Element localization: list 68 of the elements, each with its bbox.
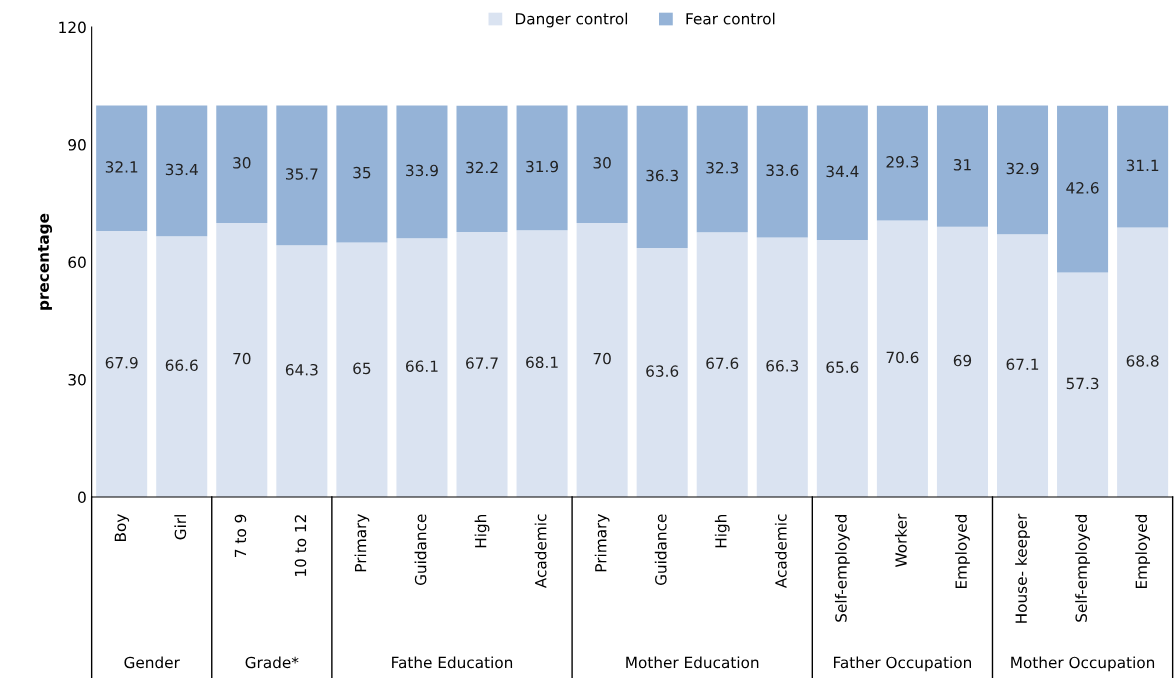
data-label: 67.9 xyxy=(105,356,138,369)
data-label: 64.3 xyxy=(285,363,318,376)
data-label: 30 xyxy=(593,157,611,169)
text: Father Occupation xyxy=(834,656,971,672)
x-tick-label: Worker xyxy=(895,513,907,567)
y-tick-label: 90 xyxy=(68,139,86,151)
x-tick-label: Girl xyxy=(174,515,187,540)
data-label: 31.9 xyxy=(526,160,558,173)
x-tick-label: Self-employed xyxy=(1075,515,1090,622)
x-tick-label: Academic xyxy=(534,514,547,589)
data-label: 66.3 xyxy=(766,360,799,372)
data-label: 30 xyxy=(233,157,251,169)
data-label: 70.6 xyxy=(886,351,919,364)
legend-label: Danger control xyxy=(515,12,628,28)
data-label: 29.3 xyxy=(886,156,919,168)
data-label: 33.6 xyxy=(766,164,799,177)
data-label: 70 xyxy=(593,352,611,365)
y-axis-title: precentage xyxy=(38,213,53,310)
data-label: 65.6 xyxy=(826,361,859,373)
data-label: 32.1 xyxy=(105,161,138,173)
data-label: 35.7 xyxy=(286,168,318,180)
x-tick-label: Primary xyxy=(354,514,370,572)
x-tick-label: High xyxy=(714,514,730,548)
x-tick-label: Guidance xyxy=(654,514,667,586)
x-tick-label: 10 to 12 xyxy=(294,515,307,576)
data-label: 70 xyxy=(233,352,251,365)
data-label: 31 xyxy=(953,159,971,171)
data-label: 63.6 xyxy=(646,365,679,377)
x-tick-label: Self-employed xyxy=(834,515,850,622)
y-tick-label: 30 xyxy=(68,373,86,386)
data-label: 66.6 xyxy=(165,359,198,372)
data-label: 68.1 xyxy=(526,356,558,369)
x-tick-label: Academic xyxy=(774,514,787,589)
data-label: 66.1 xyxy=(406,360,438,372)
data-label: 33.4 xyxy=(165,163,198,176)
text: Grade* xyxy=(245,656,299,669)
data-label: 65 xyxy=(353,362,371,375)
y-tick-label: 120 xyxy=(59,21,86,34)
y-tick-label: 60 xyxy=(68,256,86,269)
x-tick-label: Guidance xyxy=(414,514,427,586)
y-tick-label: 0 xyxy=(78,491,86,503)
text: Fathe Education xyxy=(392,656,513,669)
data-label: 57.3 xyxy=(1066,377,1099,390)
data-label: 36.3 xyxy=(646,169,678,182)
x-tick-label: 7 to 9 xyxy=(234,514,247,557)
data-label: 31.1 xyxy=(1126,159,1159,172)
legend-label: Fear control xyxy=(686,12,775,25)
x-tick-label: House- keeper xyxy=(1015,513,1030,623)
text: Mother Education xyxy=(626,656,759,669)
x-tick-label: Employed xyxy=(1135,515,1151,589)
text: Gender xyxy=(124,656,180,669)
x-tick-label: Primary xyxy=(594,514,610,572)
data-label: 33.9 xyxy=(406,164,438,177)
data-label: 35 xyxy=(353,166,371,179)
text: Mother Occupation xyxy=(1011,656,1155,672)
data-label: 67.7 xyxy=(466,357,498,369)
x-tick-label: High xyxy=(474,514,490,548)
data-label: 42.6 xyxy=(1066,182,1099,194)
x-tick-label: Employed xyxy=(955,515,970,589)
data-label: 32.9 xyxy=(1006,162,1039,175)
data-label: 32.3 xyxy=(706,161,739,174)
data-label: 67.6 xyxy=(706,357,739,370)
data-label: 69 xyxy=(953,354,972,367)
data-label: 34.4 xyxy=(826,165,859,178)
data-label: 67.1 xyxy=(1006,358,1039,371)
x-tick-label: Boy xyxy=(114,514,130,542)
data-label: 68.8 xyxy=(1126,355,1159,367)
data-label: 32.2 xyxy=(466,161,498,174)
